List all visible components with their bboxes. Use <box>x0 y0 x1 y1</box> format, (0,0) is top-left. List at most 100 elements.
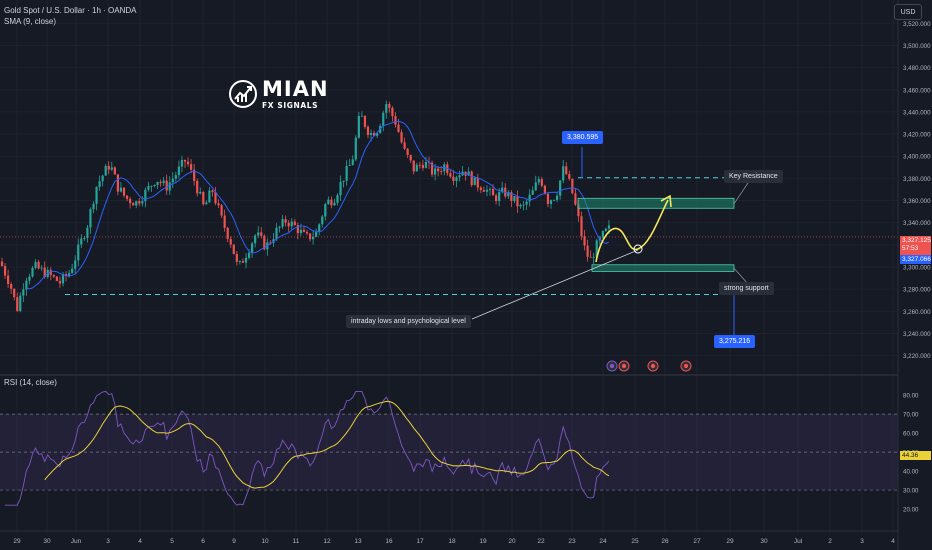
candle-body <box>58 280 62 284</box>
candle-body <box>376 133 379 136</box>
current-price-box: 3,327.125 57:53 <box>900 236 931 255</box>
candle-body <box>138 201 141 204</box>
candle-body <box>546 193 550 205</box>
candle-body <box>260 232 263 236</box>
price-tick-label: 3,440.000 <box>903 109 931 116</box>
candle-body <box>412 160 415 172</box>
strong-support-label[interactable]: strong support <box>719 282 774 295</box>
candle-body <box>208 190 211 203</box>
upper-target-label[interactable]: 3,380.595 <box>562 131 604 144</box>
intraday-callout-line <box>471 249 639 320</box>
candle-body <box>217 203 220 206</box>
time-tick-label: 18 <box>448 538 456 545</box>
candle-body <box>406 148 409 156</box>
sma-price-box: 3,327.066 <box>900 255 931 264</box>
candle-body <box>342 180 345 182</box>
candle-body <box>315 232 318 237</box>
lower-target-label[interactable]: 3,275.216 <box>714 335 756 348</box>
price-axis: 3,220.000 3,240.000 3,260.000 3,280.000 3,30… <box>897 0 932 550</box>
candle-body <box>232 244 235 255</box>
rsi-tick-label: 60.00 <box>903 431 919 438</box>
candle-body <box>601 231 604 238</box>
candle-body <box>223 215 226 228</box>
candle-body <box>388 104 391 108</box>
candle-body <box>177 166 180 176</box>
candle-body <box>516 195 519 207</box>
candle-body <box>83 238 86 239</box>
candle-body <box>424 161 428 168</box>
candle-body <box>101 175 104 182</box>
sma-line <box>26 120 610 290</box>
candle-body <box>19 295 22 312</box>
candle-body <box>202 191 205 205</box>
candle-body <box>241 261 245 263</box>
candle-body <box>129 198 132 204</box>
chart-header: Gold Spot / U.S. Dollar · 1h · OANDA SMA… <box>4 5 137 27</box>
time-tick-label: 11 <box>293 538 300 545</box>
candle-body <box>171 178 174 183</box>
candle-body <box>226 227 229 239</box>
candle-body <box>290 221 293 227</box>
candle-body <box>77 244 80 261</box>
candle-body <box>452 176 455 181</box>
candle-body <box>488 188 492 190</box>
rsi-value-box: 44.36 <box>900 451 931 460</box>
candle-body <box>68 272 71 276</box>
candle-body <box>495 195 498 202</box>
time-tick-label: 27 <box>693 538 701 545</box>
candle-body <box>199 191 202 194</box>
candle-body <box>357 115 360 138</box>
candle-body <box>537 179 540 183</box>
candle-body <box>440 171 443 173</box>
key-resistance-label[interactable]: Key Resistance <box>724 170 783 183</box>
candle-body <box>165 180 168 191</box>
currency-button[interactable]: USD <box>894 4 922 20</box>
candle-body <box>49 269 52 276</box>
candle-body <box>0 261 4 266</box>
candle-body <box>107 165 110 170</box>
candle-body <box>16 297 19 312</box>
candle-body <box>458 175 461 178</box>
candle-body <box>183 159 187 162</box>
time-tick-label: Jul <box>794 538 803 545</box>
candle-body <box>28 276 31 281</box>
symbol-title[interactable]: Gold Spot / U.S. Dollar · 1h · OANDA <box>4 6 137 15</box>
chart-bull-icon <box>229 80 257 108</box>
candle-body <box>98 181 101 187</box>
rsi-legend[interactable]: RSI (14, close) <box>4 378 57 387</box>
candle-body <box>125 195 129 199</box>
sma-legend[interactable]: SMA (9, close) <box>4 17 57 26</box>
time-tick-label: 6 <box>201 538 205 545</box>
candle-body <box>415 164 418 172</box>
candle-body <box>168 182 171 191</box>
candle-body <box>80 238 83 245</box>
candle-body <box>543 185 546 194</box>
candle-body <box>40 267 43 269</box>
candle-body <box>186 161 190 165</box>
candle-body <box>455 177 458 181</box>
time-tick-label: 9 <box>232 538 236 545</box>
candle-body <box>238 261 241 262</box>
candle-body <box>580 216 583 237</box>
candle-body <box>22 289 25 296</box>
price-tick-label: 3,340.000 <box>903 220 931 227</box>
candle-body <box>485 189 489 192</box>
time-tick-label: 3 <box>860 538 864 545</box>
candle-body <box>299 229 302 234</box>
time-tick-label: 4 <box>891 538 895 545</box>
event-flag-dot <box>609 363 615 369</box>
candle-body <box>247 252 251 258</box>
candle-body <box>470 171 473 186</box>
time-tick-label: 30 <box>43 538 51 545</box>
candle-body <box>113 167 116 175</box>
candle-body <box>196 180 199 194</box>
candle-body <box>132 203 135 206</box>
candle-body <box>562 166 565 181</box>
intraday-lows-label[interactable]: intraday lows and psychological level <box>346 315 471 328</box>
candle-body <box>409 155 412 161</box>
time-tick-label: 17 <box>416 538 424 545</box>
candle-body <box>382 112 385 126</box>
candle-body <box>522 204 525 206</box>
